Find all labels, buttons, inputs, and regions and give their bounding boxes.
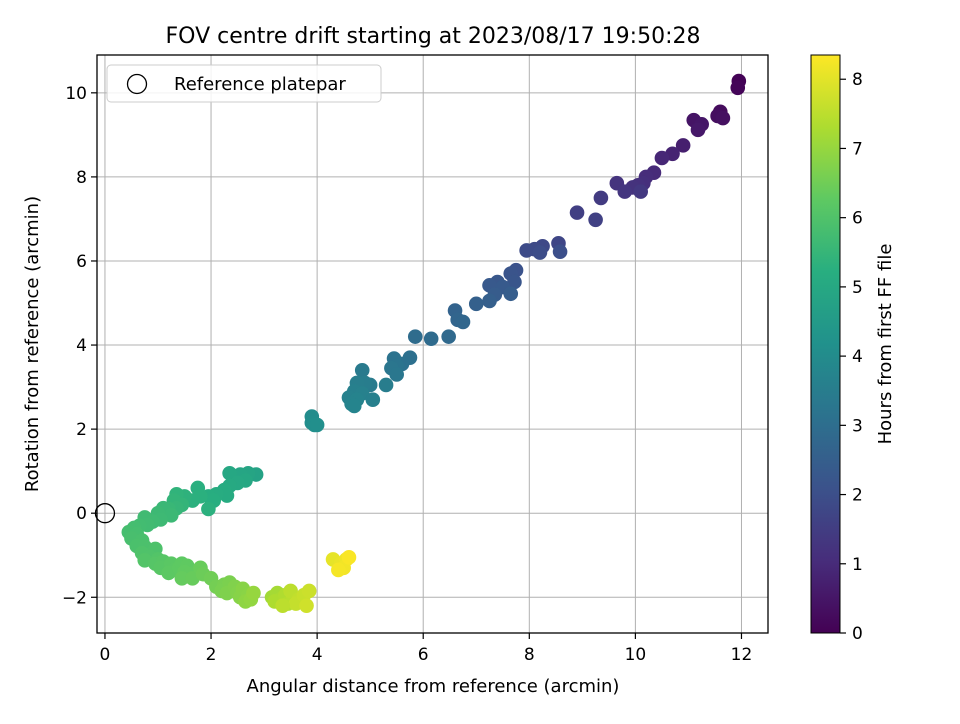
y-tick-label: 2 <box>76 420 87 440</box>
data-point <box>219 488 235 503</box>
x-axis-label: Angular distance from reference (arcmin) <box>247 676 620 697</box>
colorbar-label: Hours from first FF file <box>875 244 896 445</box>
x-axis-ticks: 0 2 4 6 8 10 12 <box>100 633 753 665</box>
data-point <box>389 367 404 382</box>
plot-frame <box>96 54 769 634</box>
colorbar-ticks: 0 1 2 3 4 5 6 7 8 <box>840 70 863 644</box>
colorbar <box>810 54 841 634</box>
data-point <box>331 562 346 578</box>
data-point <box>482 293 497 309</box>
data-point <box>222 465 237 481</box>
data-points <box>121 73 747 613</box>
y-tick-label: 0 <box>76 504 87 524</box>
data-point <box>507 274 522 290</box>
y-tick-label: 8 <box>76 168 87 188</box>
data-point <box>354 362 370 378</box>
data-point <box>715 110 731 126</box>
colorbar-tick-label: 1 <box>852 555 863 575</box>
reference-platepar-marker <box>94 503 116 524</box>
colorbar-tick-label: 8 <box>852 70 863 90</box>
x-tick-label: 6 <box>418 645 429 665</box>
x-tick-label: 8 <box>524 645 535 665</box>
colorbar-tick-label: 4 <box>852 347 863 367</box>
y-axis-ticks: −2 0 2 4 6 8 10 <box>62 84 97 608</box>
data-point <box>633 184 648 199</box>
x-tick-label: 10 <box>625 645 647 665</box>
data-point <box>365 392 381 407</box>
legend-box <box>106 64 382 103</box>
data-point <box>423 331 439 347</box>
data-point <box>617 184 633 199</box>
data-point <box>246 585 261 601</box>
y-tick-label: 6 <box>76 252 87 272</box>
chart-title: FOV centre drift starting at 2023/08/17 … <box>166 24 701 49</box>
data-point <box>503 286 519 302</box>
data-point <box>201 501 216 517</box>
data-point <box>407 329 423 344</box>
data-point <box>552 244 568 260</box>
colorbar-tick-label: 3 <box>852 416 863 436</box>
y-axis-label: Rotation from reference (arcmin) <box>22 196 43 492</box>
data-point <box>519 243 534 258</box>
data-point <box>441 329 456 344</box>
legend-label: Reference platepar <box>174 74 346 95</box>
legend: Reference platepar <box>106 64 382 103</box>
data-point <box>341 550 357 565</box>
y-tick-label: 4 <box>76 336 87 356</box>
data-point <box>675 138 691 153</box>
data-point <box>455 314 471 330</box>
data-point <box>299 598 314 613</box>
x-tick-label: 2 <box>206 645 217 665</box>
data-point <box>468 296 484 312</box>
colorbar-tick-label: 6 <box>852 209 863 229</box>
colorbar-tick-label: 0 <box>852 624 863 644</box>
x-tick-label: 4 <box>312 645 323 665</box>
x-tick-label: 12 <box>731 645 753 665</box>
colorbar-tick-label: 2 <box>852 486 863 506</box>
data-point <box>309 417 325 433</box>
y-tick-label: 10 <box>65 84 87 104</box>
data-point <box>346 398 362 414</box>
legend-marker-icon <box>126 73 148 95</box>
x-tick-label: 0 <box>100 645 111 665</box>
data-point <box>593 190 609 206</box>
colorbar-tick-label: 7 <box>852 139 863 159</box>
data-point <box>588 212 603 228</box>
colorbar-tick-label: 5 <box>852 278 863 298</box>
data-point <box>690 122 706 138</box>
data-point <box>378 377 394 393</box>
y-tick-label: −2 <box>62 588 87 608</box>
data-point <box>569 205 585 220</box>
data-point <box>730 80 746 96</box>
data-point <box>301 583 317 599</box>
data-point <box>174 571 190 586</box>
data-point <box>654 150 670 166</box>
data-point <box>532 245 548 260</box>
data-point <box>275 598 290 613</box>
